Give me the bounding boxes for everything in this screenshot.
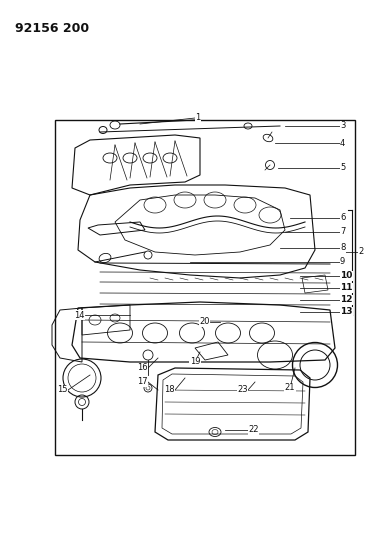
Text: 23: 23 [237,385,248,394]
Text: 8: 8 [340,244,345,253]
Text: 14: 14 [74,311,85,319]
Text: 3: 3 [340,122,345,131]
Text: 7: 7 [340,228,345,237]
Text: 6: 6 [340,214,345,222]
Text: 4: 4 [340,139,345,148]
Text: 12: 12 [340,295,353,304]
Text: 13: 13 [340,308,353,317]
Text: 2: 2 [358,247,363,256]
Text: 16: 16 [138,364,148,373]
Text: 18: 18 [164,385,175,394]
Text: 11: 11 [340,284,353,293]
Text: 15: 15 [58,385,68,394]
Text: 22: 22 [248,425,259,434]
Text: 19: 19 [190,358,200,367]
Text: 1: 1 [195,114,200,123]
Text: 10: 10 [340,271,352,280]
Text: 20: 20 [199,318,210,327]
Text: 17: 17 [138,377,148,386]
Bar [55,120,355,455]
Text: 92156 200: 92156 200 [15,22,89,35]
Text: 9: 9 [340,257,345,266]
Text: 5: 5 [340,164,345,173]
Text: 21: 21 [285,384,295,392]
